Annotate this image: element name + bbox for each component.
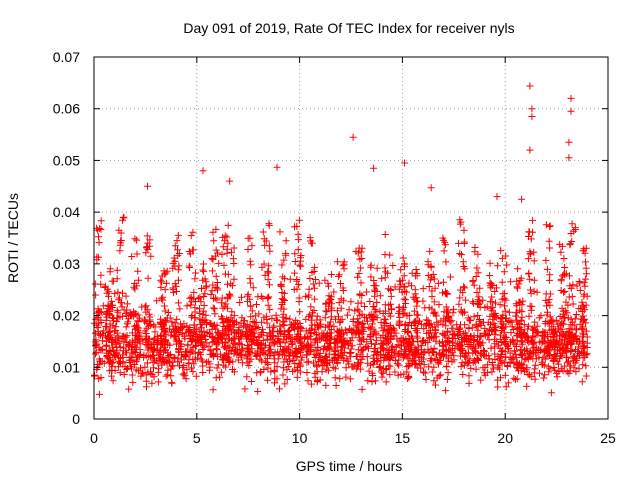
y-tick-label: 0.03 [53, 256, 80, 272]
y-tick-label: 0 [72, 411, 80, 427]
plot-frame [93, 56, 609, 420]
x-tick-label: 25 [600, 430, 616, 446]
x-tick-label: 0 [90, 430, 98, 446]
y-axis-ticks: 0 0.01 0.02 0.03 0.04 0.05 0.06 0.07 [53, 49, 608, 427]
x-tick-label: 5 [193, 430, 201, 446]
y-tick-label: 0.07 [53, 49, 80, 65]
y-tick-label: 0.04 [53, 204, 80, 220]
x-tick-label: 10 [292, 430, 308, 446]
y-tick-label: 0.02 [53, 308, 80, 324]
y-tick-label: 0.05 [53, 152, 80, 168]
x-axis-ticks: 0 5 10 15 20 25 [90, 57, 616, 446]
roti-data-points [90, 82, 591, 398]
y-tick-label: 0.06 [53, 101, 80, 117]
x-tick-label: 20 [497, 430, 513, 446]
y-axis-label: ROTI / TECUs [5, 193, 21, 283]
data-points [90, 82, 591, 398]
x-axis-label: GPS time / hours [296, 458, 403, 474]
y-tick-label: 0.01 [53, 359, 80, 375]
chart-title: Day 091 of 2019, Rate Of TEC Index for r… [183, 20, 514, 36]
x-tick-label: 15 [395, 430, 411, 446]
